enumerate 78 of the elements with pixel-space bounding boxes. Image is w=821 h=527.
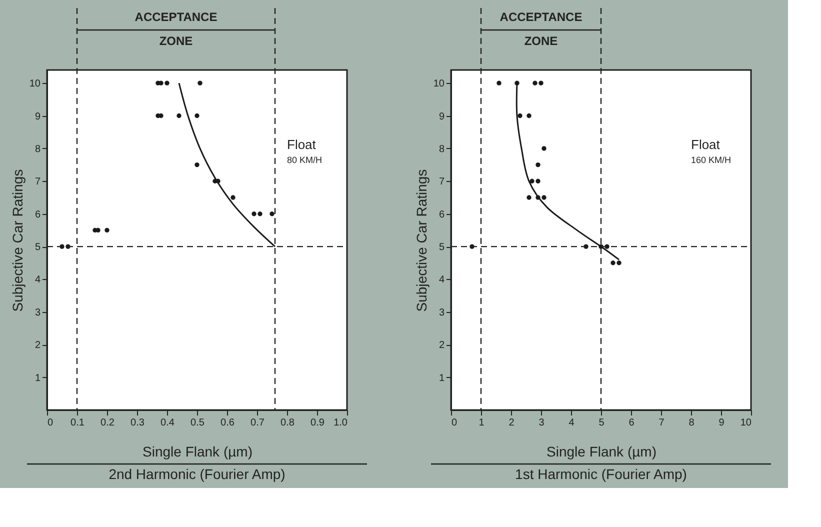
y-axis-title: Subjective Car Ratings bbox=[9, 169, 26, 312]
y-tick-label: 9 bbox=[438, 111, 445, 122]
point bbox=[164, 80, 170, 86]
point bbox=[194, 162, 200, 168]
x-tick-label: 1 bbox=[478, 418, 485, 428]
x-tick-label: 0 bbox=[48, 418, 54, 428]
x-tick-label: 1.0 bbox=[334, 418, 348, 428]
x-tick-label: 0.7 bbox=[250, 418, 265, 428]
x-tick-label: 0 bbox=[452, 418, 458, 428]
x-tick-label: 10 bbox=[740, 418, 752, 428]
point bbox=[198, 80, 202, 86]
y-tick-label: 9 bbox=[34, 111, 41, 122]
point bbox=[536, 178, 540, 184]
y-tick-label: 2 bbox=[438, 340, 445, 352]
y-tick-label: 7 bbox=[34, 176, 41, 188]
point bbox=[526, 113, 532, 118]
point bbox=[532, 80, 538, 86]
annotation: 80 KM/H bbox=[287, 154, 322, 165]
x-tick-label: 0.9 bbox=[310, 418, 325, 428]
y-tick-label: 10 bbox=[433, 78, 445, 90]
x-tick-label: 0.3 bbox=[130, 418, 145, 428]
annotation: Float bbox=[287, 136, 316, 152]
point bbox=[270, 212, 274, 216]
x-tick-label: 7 bbox=[658, 418, 665, 428]
x-tick-label: 0.2 bbox=[100, 418, 115, 428]
y-tick-label: 6 bbox=[34, 209, 41, 220]
text: 1st Harmonic (Fourier Amp) bbox=[515, 466, 687, 482]
x-tick-label: 8 bbox=[688, 418, 695, 428]
point bbox=[526, 195, 532, 200]
point bbox=[542, 146, 546, 151]
y-tick-label: 8 bbox=[438, 144, 445, 155]
point bbox=[158, 80, 164, 86]
x-tick-label: 0.8 bbox=[280, 418, 295, 428]
x-tick-label: 5 bbox=[598, 418, 605, 428]
point bbox=[176, 113, 182, 118]
point bbox=[252, 212, 256, 216]
y-tick-label: 7 bbox=[438, 176, 445, 188]
x-tick-label: 0.1 bbox=[70, 418, 85, 428]
text: 2nd Harmonic (Fourier Amp) bbox=[108, 466, 286, 482]
point bbox=[496, 80, 502, 86]
x-tick-label: 9 bbox=[718, 418, 725, 428]
point bbox=[616, 260, 622, 266]
y-tick-label: 1 bbox=[34, 372, 41, 384]
y-tick-label: 5 bbox=[438, 242, 445, 254]
point bbox=[258, 212, 262, 216]
y-tick-label: 2 bbox=[34, 340, 41, 352]
y-tick-label: 10 bbox=[29, 78, 41, 90]
point bbox=[538, 80, 544, 86]
x-tick-label: 0.5 bbox=[190, 418, 205, 428]
y-tick-label: 4 bbox=[438, 274, 445, 286]
y-tick-label: 6 bbox=[438, 209, 445, 220]
x-tick-label: 6 bbox=[628, 418, 635, 428]
annotation: 160 KM/H bbox=[691, 154, 732, 165]
x-axis-title: Single Flank (µm) bbox=[142, 444, 252, 460]
y-tick-label: 4 bbox=[34, 274, 41, 286]
point bbox=[104, 228, 110, 233]
y-tick-label: 3 bbox=[438, 307, 445, 318]
annotation: Float bbox=[691, 136, 720, 152]
y-tick-label: 3 bbox=[34, 307, 41, 318]
point bbox=[530, 178, 534, 184]
x-tick-label: 0.6 bbox=[220, 418, 235, 428]
y-tick-label: 8 bbox=[34, 144, 41, 155]
point bbox=[230, 195, 236, 200]
y-tick-label: 1 bbox=[438, 372, 445, 384]
x-tick-label: 3 bbox=[538, 418, 545, 428]
point bbox=[542, 195, 546, 200]
point bbox=[610, 260, 616, 266]
point bbox=[194, 113, 200, 118]
x-tick-label: 0.4 bbox=[160, 418, 175, 428]
y-axis-title: Subjective Car Ratings bbox=[413, 169, 430, 312]
x-tick-label: 4 bbox=[568, 418, 575, 428]
point bbox=[536, 162, 540, 168]
point bbox=[518, 113, 522, 118]
x-axis-title: Single Flank (µm) bbox=[546, 444, 656, 460]
y-tick-label: 5 bbox=[34, 242, 41, 254]
text: ACCEPTANCE ZONE bbox=[134, 10, 218, 48]
text: ACCEPTANCE ZONE bbox=[500, 10, 582, 48]
x-tick-label: 2 bbox=[508, 418, 515, 428]
